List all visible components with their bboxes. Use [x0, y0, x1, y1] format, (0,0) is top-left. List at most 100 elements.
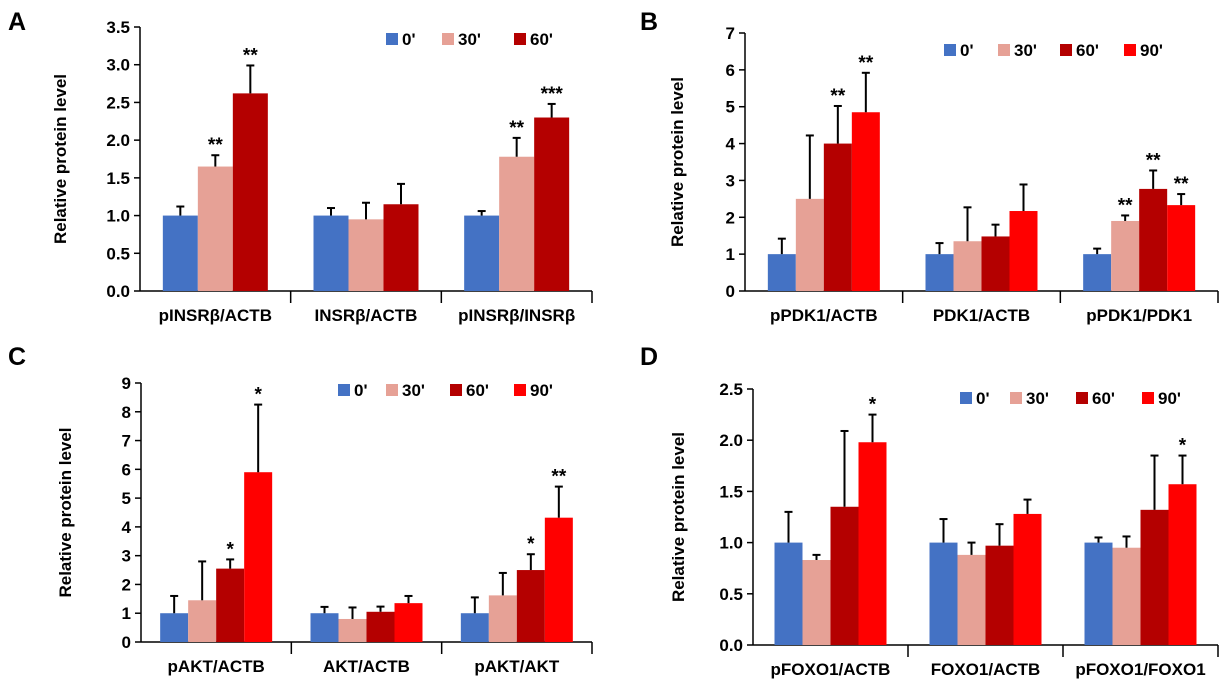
significance-label: *** [541, 84, 564, 105]
bar [1140, 509, 1169, 645]
panel-letter: C [8, 343, 26, 371]
y-tick-label: 0.0 [106, 282, 130, 301]
y-tick-label: 1 [726, 245, 735, 264]
bar [1013, 513, 1042, 645]
x-category-label: INSRβ/ACTB [315, 306, 418, 325]
x-category-label: pFOXO1/FOXO1 [1075, 660, 1205, 679]
bar [488, 595, 517, 642]
panel-b: B 0 1 2 3 4 5 6 7 Relative protein level ** ** pPDK1… [640, 8, 1219, 325]
bar [516, 570, 545, 642]
bar [534, 117, 570, 291]
bar [1167, 205, 1196, 291]
significance-label: * [254, 385, 262, 406]
bar [953, 241, 982, 291]
legend-swatch [944, 44, 956, 56]
significance-label: ** [1174, 174, 1189, 195]
panel-d: D 0.0 0.5 1.0 1.5 2.0 2.5 Relative protein leve… [640, 343, 1219, 679]
bar [1084, 542, 1113, 645]
x-category-label: pINSRβ/INSRβ [458, 306, 575, 325]
legend-label: 30' [402, 381, 425, 400]
bar [160, 613, 189, 642]
bar [244, 472, 273, 642]
y-tick-label: 0.5 [719, 585, 743, 604]
y-tick-label: 7 [726, 24, 735, 43]
y-tick-label: 2.5 [719, 380, 743, 399]
bar [216, 568, 245, 642]
significance-label: ** [1146, 150, 1161, 171]
y-tick-label: 3 [726, 171, 735, 190]
legend-swatch [1076, 392, 1088, 404]
y-tick-label: 1 [122, 604, 131, 623]
legend-label: 60' [1076, 41, 1099, 60]
y-tick-label: 5 [726, 98, 735, 117]
bar [1083, 254, 1112, 291]
legend-swatch [386, 384, 398, 396]
bar [851, 112, 880, 291]
bar [802, 560, 831, 645]
y-axis-label: Relative protein level [51, 74, 70, 244]
y-tick-label: 3 [122, 547, 131, 566]
legend-swatch [1124, 44, 1136, 56]
bar [981, 236, 1010, 291]
bar [338, 618, 367, 642]
legend-label: 60' [466, 381, 489, 400]
y-tick-label: 2.0 [719, 431, 743, 450]
significance-label: ** [830, 86, 845, 107]
bar [188, 600, 217, 642]
legend-label: 30' [458, 30, 481, 49]
bar [310, 613, 339, 642]
legend-swatch [998, 44, 1010, 56]
x-category-label: AKT/ACTB [323, 657, 410, 676]
legend-swatch [1142, 392, 1154, 404]
y-tick-label: 3.5 [106, 18, 130, 37]
legend-swatch [1010, 392, 1022, 404]
legend-swatch [514, 33, 526, 45]
y-tick-label: 2 [122, 575, 131, 594]
legend-swatch [514, 384, 526, 396]
bar [197, 166, 233, 291]
bar [383, 204, 419, 291]
legend-label: 60' [1092, 389, 1115, 408]
y-tick-label: 0.0 [719, 636, 743, 655]
x-category-label: pAKT/AKT [474, 657, 560, 676]
y-tick-label: 2.5 [106, 93, 130, 112]
x-category-label: pFOXO1/ACTB [771, 660, 891, 679]
x-category-label: pPDK1/ACTB [770, 306, 878, 325]
y-tick-label: 1.5 [106, 169, 130, 188]
y-tick-label: 4 [122, 518, 132, 537]
panel-letter: A [8, 8, 26, 36]
bar [1111, 220, 1140, 291]
legend-swatch [338, 384, 350, 396]
panel-letter: D [640, 343, 658, 371]
y-tick-label: 6 [122, 460, 131, 479]
bar [925, 254, 954, 291]
legend-label: 90' [1140, 41, 1163, 60]
bar [957, 554, 986, 645]
significance-label: * [1179, 436, 1187, 457]
bar [460, 613, 489, 642]
y-tick-label: 0.5 [106, 244, 130, 263]
y-tick-label: 5 [122, 489, 131, 508]
bar [1139, 188, 1168, 291]
legend-label: 60' [530, 30, 553, 49]
legend-label: 30' [1026, 389, 1049, 408]
significance-label: ** [551, 467, 566, 488]
legend-label: 0' [402, 30, 416, 49]
bar [1168, 484, 1197, 645]
y-axis-label: Relative protein level [669, 432, 688, 602]
legend-swatch [450, 384, 462, 396]
y-tick-label: 2 [726, 208, 735, 227]
significance-label: * [527, 534, 535, 555]
bar [929, 542, 958, 645]
y-axis-label: Relative protein level [668, 77, 687, 247]
y-tick-label: 0 [726, 282, 735, 301]
y-tick-label: 3.0 [106, 56, 130, 75]
legend-swatch [386, 33, 398, 45]
bar [394, 603, 423, 642]
legend-label: 90' [1158, 389, 1181, 408]
y-axis-label: Relative protein level [56, 427, 75, 597]
legend-label: 90' [530, 381, 553, 400]
x-category-label: FOXO1/ACTB [931, 660, 1041, 679]
